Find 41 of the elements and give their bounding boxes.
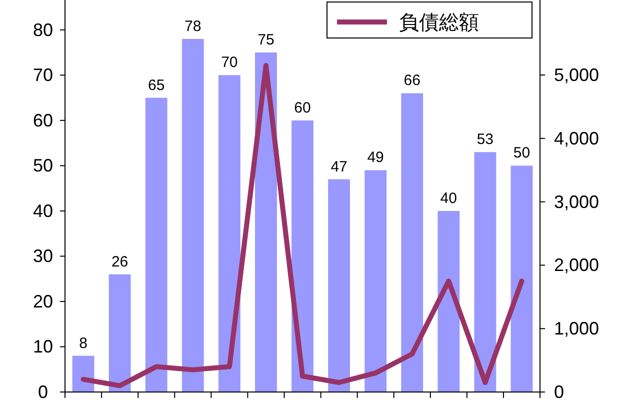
y-tick-label: 10 bbox=[32, 336, 54, 357]
bar bbox=[328, 179, 350, 392]
y2-tick-label: 5,000 bbox=[554, 65, 600, 85]
bar bbox=[474, 152, 496, 392]
bar bbox=[364, 170, 387, 392]
data-label: 70 bbox=[221, 54, 238, 72]
data-label: 75 bbox=[258, 32, 274, 49]
bar bbox=[510, 166, 533, 392]
bar bbox=[182, 38, 204, 392]
bar bbox=[401, 93, 424, 392]
bar bbox=[218, 75, 240, 392]
data-label: 40 bbox=[440, 190, 457, 207]
y-tick-label: 50 bbox=[32, 156, 54, 176]
data-label: 78 bbox=[184, 18, 202, 35]
data-label: 65 bbox=[148, 76, 165, 94]
bar bbox=[292, 120, 314, 392]
y-tick-label: 0 bbox=[38, 382, 48, 400]
data-label: 66 bbox=[404, 72, 420, 90]
y-tick-label: 80 bbox=[32, 20, 54, 40]
data-label: 53 bbox=[476, 131, 494, 148]
data-label: 60 bbox=[294, 99, 311, 116]
legend-label: 負債総額 bbox=[399, 12, 479, 34]
legend: 負債総額 bbox=[326, 2, 532, 38]
data-label: 47 bbox=[330, 158, 348, 176]
bar bbox=[438, 210, 460, 392]
y2-tick-label: 0 bbox=[554, 382, 564, 400]
data-label: 49 bbox=[367, 149, 384, 166]
y2-tick-label: 3,000 bbox=[554, 192, 600, 212]
y2-tick-label: 2,000 bbox=[554, 255, 600, 276]
y2-tick-label: 1,000 bbox=[554, 318, 600, 339]
y-tick-label: 40 bbox=[32, 200, 54, 221]
y-tick-label: 60 bbox=[32, 110, 54, 130]
bar bbox=[145, 98, 168, 392]
data-label: 8 bbox=[79, 334, 88, 352]
y-tick-label: 70 bbox=[32, 65, 54, 86]
y-tick-label: 30 bbox=[32, 246, 54, 266]
bar bbox=[108, 274, 131, 392]
data-label: 26 bbox=[111, 253, 128, 270]
y-tick-label: 20 bbox=[32, 291, 54, 312]
y2-tick-label: 4,000 bbox=[554, 128, 600, 148]
data-label: 50 bbox=[513, 144, 530, 162]
